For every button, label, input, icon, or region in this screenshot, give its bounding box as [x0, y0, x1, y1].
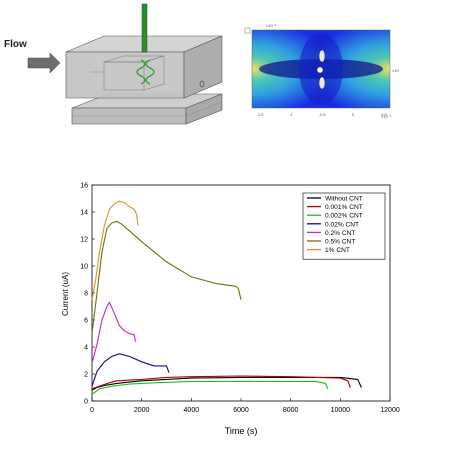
y-tick-label: 16 — [80, 183, 88, 190]
series-line-0-5-cnt — [91, 220, 242, 334]
series-line-without-cnt — [91, 376, 362, 391]
sim-x-tick-label: 0.5 — [381, 112, 387, 117]
x-axis-label: Time (s) — [225, 426, 258, 436]
sim-x-tick-label: 0 — [352, 112, 355, 117]
flow-arrow-icon — [27, 52, 61, 74]
apparatus-schematic: Flow — [4, 3, 223, 125]
simulation-plot: ×10⁻³ ×10 ×10⁻³ -1.5 -1 -0.5 0 0.5 — [244, 23, 400, 119]
y-axis-label: Current (uA) — [61, 272, 70, 316]
series-line-1-cnt — [91, 200, 139, 300]
y-tick-label: 6 — [84, 318, 88, 325]
y-tick-label: 4 — [84, 345, 88, 352]
legend-label: 0.002% CNT — [325, 213, 363, 220]
legend-label: 0.5% CNT — [325, 239, 355, 246]
y-tick-label: 12 — [80, 237, 88, 244]
chart-axes: 0 2000 4000 6000 8000 10000 12000 0 2 4 6 8 10 12 14 16 — [80, 183, 400, 415]
bottom-plate — [71, 93, 223, 125]
sim-axis-bottom: ×10⁻³ — [381, 114, 392, 119]
x-tick-label: 6000 — [233, 407, 249, 414]
x-tick-label: 10000 — [331, 407, 351, 414]
series-line-0-001-cnt — [91, 375, 351, 390]
y-tick-label: 10 — [80, 264, 88, 271]
series-line-0-002-cnt — [91, 380, 329, 395]
chart-series — [91, 200, 362, 395]
x-tick-label: 2000 — [134, 407, 150, 414]
x-tick-label: 8000 — [283, 407, 299, 414]
series-line-0-2-cnt — [91, 301, 137, 364]
legend-label: 0.001% CNT — [325, 204, 363, 211]
y-tick-label: 2 — [84, 372, 88, 379]
sim-x-tick-label: -0.5 — [319, 112, 327, 117]
needle-electrode — [136, 3, 155, 85]
legend-label: 0.02% CNT — [325, 221, 359, 228]
legend-label: 0.2% CNT — [325, 230, 355, 237]
series-line-0-02-cnt — [91, 353, 170, 387]
y-tick-label: 0 — [84, 399, 88, 406]
flow-label: Flow — [4, 39, 27, 50]
sim-axis-right: ×10 — [392, 68, 400, 73]
chart-canvas: 0 2000 4000 6000 8000 10000 12000 0 2 4 6 8 10 12 14 16… — [61, 183, 400, 437]
sim-axis-top: ×10⁻³ — [266, 23, 277, 28]
legend-label: 1% CNT — [325, 247, 350, 254]
y-tick-label: 14 — [80, 210, 88, 217]
sim-x-tick-label: -1.5 — [257, 112, 265, 117]
x-tick-label: 4000 — [184, 407, 200, 414]
y-tick-label: 8 — [84, 291, 88, 298]
x-tick-label: 0 — [90, 407, 94, 414]
current-time-chart: 0 2000 4000 6000 8000 10000 12000 0 2 4 6 8 10 12 14 16… — [0, 170, 459, 444]
sim-x-ticks: -1.5 -1 -0.5 0 0.5 — [257, 112, 388, 117]
top-figure: Flow — [0, 0, 459, 150]
legend-label: Without CNT — [325, 196, 363, 203]
sim-x-tick-label: -1 — [289, 112, 293, 117]
x-tick-label: 12000 — [380, 407, 400, 414]
legend-box — [302, 192, 386, 260]
